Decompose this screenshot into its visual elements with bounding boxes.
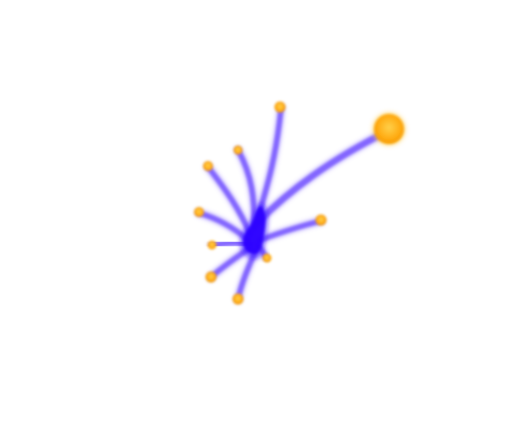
branches-layer [195, 104, 393, 303]
node-upper-mid [233, 145, 243, 155]
node-lower-left [205, 271, 217, 283]
branch-right [257, 218, 324, 243]
node-large [374, 114, 404, 144]
node-upper-left [203, 161, 213, 171]
node-top [274, 101, 286, 113]
node-right [315, 214, 327, 226]
node-left-upper [194, 207, 204, 217]
node-hub-right [262, 253, 272, 263]
hub-layer [239, 202, 269, 260]
nodes-layer [194, 101, 406, 305]
node-bottom [232, 293, 244, 305]
hub-core [243, 206, 266, 254]
branch-large [255, 128, 391, 225]
node-left-mid [207, 240, 217, 250]
